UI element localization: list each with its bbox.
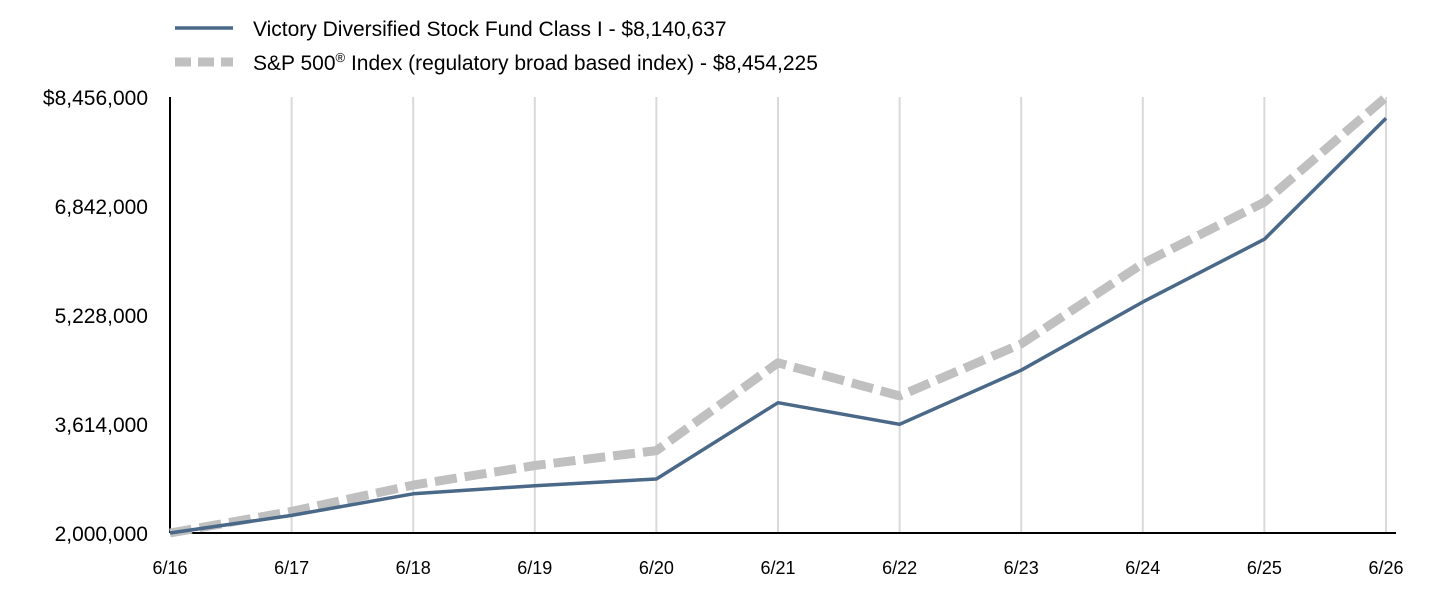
- y-tick-label: $8,456,000: [43, 87, 148, 110]
- y-tick-label: 5,228,000: [55, 305, 148, 328]
- legend: Victory Diversified Stock Fund Class I -…: [175, 18, 818, 75]
- x-tick-label: 6/16: [152, 558, 187, 578]
- x-tick-labels: 6/16 6/17 6/18 6/19 6/20 6/21 6/22 6/23 6/24 6/25…: [152, 558, 1403, 578]
- y-tick-label: 3,614,000: [55, 414, 148, 437]
- legend-label-fund: Victory Diversified Stock Fund Class I -…: [253, 18, 727, 41]
- x-tick-label: 6/22: [882, 558, 917, 578]
- x-tick-label: 6/18: [396, 558, 431, 578]
- x-tick-label: 6/21: [760, 558, 795, 578]
- legend-label-index-prefix: S&P 500: [253, 52, 336, 75]
- x-tick-label: 6/26: [1368, 558, 1403, 578]
- series-line-fund: [169, 117, 1388, 535]
- x-tick-label: 6/25: [1247, 558, 1282, 578]
- x-tick-label: 6/19: [517, 558, 552, 578]
- x-tick-label: 6/20: [639, 558, 674, 578]
- series-line-index: [169, 93, 1389, 538]
- x-tick-label: 6/24: [1125, 558, 1160, 578]
- series-lines: [169, 93, 1389, 538]
- grid: [290, 97, 1387, 533]
- axes: [169, 97, 1396, 534]
- y-tick-label: 6,842,000: [55, 196, 148, 219]
- x-tick-label: 6/17: [274, 558, 309, 578]
- y-tick-label: 2,000,000: [55, 523, 148, 546]
- legend-label-index-sup: ®: [336, 50, 346, 65]
- legend-label-index-suffix: Index (regulatory broad based index) - $…: [345, 52, 818, 75]
- x-tick-label: 6/23: [1004, 558, 1039, 578]
- y-tick-labels: 2,000,000 3,614,000 5,228,000 6,842,000 $8,4…: [43, 87, 148, 546]
- legend-label-index: S&P 500® Index (regulatory broad based i…: [253, 50, 818, 75]
